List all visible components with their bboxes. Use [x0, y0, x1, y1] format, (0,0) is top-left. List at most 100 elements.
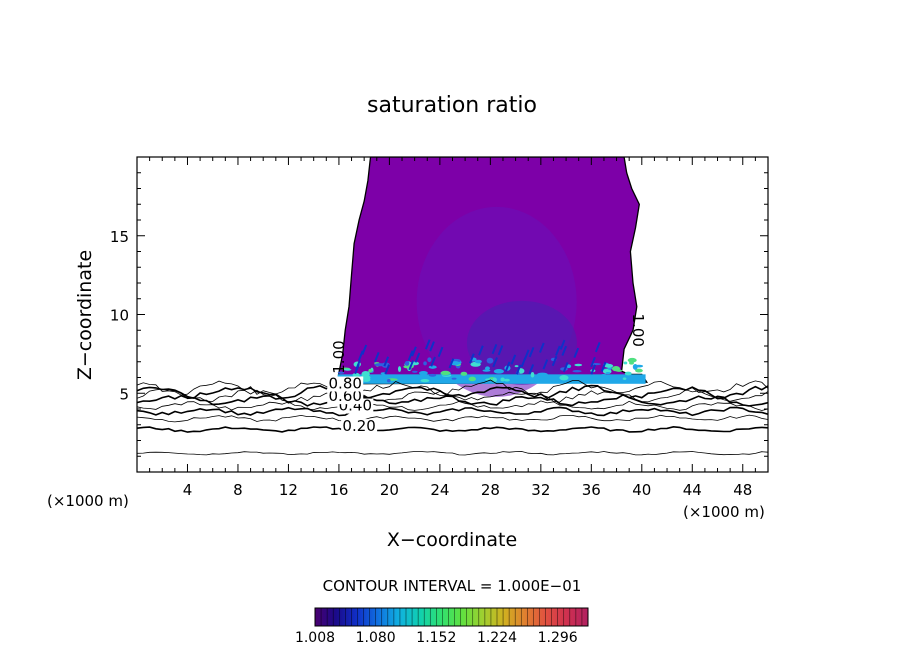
- cloud-base-cell: [368, 368, 372, 373]
- x-axis: 4 8 12 16 20 24 28 32 36 40 44 48: [149, 157, 756, 499]
- cloud-base-cell: [412, 370, 418, 373]
- y-tick-label: 5: [119, 385, 129, 403]
- cloud-base-cell: [574, 363, 583, 367]
- cloud-streak: [361, 344, 368, 355]
- cloud-streak: [469, 353, 475, 364]
- cloud-base-cell: [403, 365, 414, 369]
- cloud-streak: [358, 350, 364, 361]
- chart-title: saturation ratio: [367, 93, 537, 118]
- cloud-streak: [555, 345, 561, 356]
- cloud-base-cell: [451, 377, 457, 380]
- y-axis-label: Z−coordinate: [74, 250, 96, 380]
- x-axis-label: X−coordinate: [387, 529, 517, 551]
- cloud-streak: [408, 360, 415, 371]
- x-tick-label: 36: [582, 481, 601, 499]
- x-unit-right: (×1000 m): [683, 503, 765, 521]
- cloud-streak: [497, 345, 504, 356]
- contour-label-text: 0.60: [329, 387, 362, 405]
- contour-label-4: 1.00: [330, 340, 348, 373]
- cloud-streak: [491, 343, 498, 355]
- colorbar-tick-label: 1.296: [538, 630, 578, 646]
- contour-line-0.5: [137, 400, 768, 411]
- cloud-streak: [384, 364, 391, 375]
- x-tick-label: 40: [632, 481, 651, 499]
- cloud-streak: [430, 356, 436, 367]
- x-tick-label: 28: [481, 481, 500, 499]
- cloud-streak: [429, 341, 435, 352]
- cloud-region: [336, 157, 648, 397]
- contour-line-0.4: [137, 406, 768, 417]
- cloud-base-cell: [468, 376, 476, 382]
- cloud-base-cell: [404, 360, 410, 366]
- cloud-base-cell: [482, 369, 491, 372]
- cloud-base-cell: [386, 378, 391, 383]
- cloud-streak: [528, 347, 535, 358]
- contour-label-0: 0.20: [341, 417, 378, 435]
- cloud-base-cell: [427, 357, 432, 363]
- x-tick-label: 4: [183, 481, 193, 499]
- y-tick-label: 15: [110, 228, 129, 246]
- cloud-streak: [528, 364, 535, 375]
- cloud-streak: [510, 354, 517, 365]
- contour-label-5: 1.00: [629, 314, 647, 347]
- cloud-base-cell: [622, 377, 627, 380]
- cloud-base-cell: [474, 359, 482, 364]
- cloud-streak: [407, 350, 414, 361]
- colorbar-fill: [314, 607, 589, 627]
- cloud-base-cell: [428, 365, 437, 369]
- cloud-base-cell: [566, 364, 572, 369]
- cloud-streak: [354, 363, 360, 375]
- contour-label-2: 0.60: [327, 387, 364, 405]
- cloud-base-cell: [423, 361, 427, 366]
- x-tick-label: 12: [279, 481, 298, 499]
- cloud-base-cell: [629, 361, 634, 365]
- cloud-base-cell: [615, 369, 623, 372]
- cloud-base-cell: [503, 378, 510, 382]
- colorbar: 1.008 1.080 1.152 1.224 1.296: [295, 607, 589, 646]
- contour-line-0.1: [137, 451, 768, 456]
- contour-labels: 0.200.400.600.801.001.00: [327, 314, 647, 435]
- cloud-base-cell: [352, 372, 360, 378]
- colorbar-tick-label: 1.080: [356, 630, 396, 646]
- cloud-base-cell: [492, 377, 497, 383]
- contour-line-0.3: [137, 414, 768, 423]
- cloud-streak: [504, 361, 511, 372]
- cloud-streak: [448, 358, 455, 369]
- cloud-streak: [561, 345, 568, 356]
- cloud-base-cell: [361, 370, 370, 377]
- cloud-base-cell: [551, 378, 556, 383]
- cloud-streak: [590, 356, 596, 368]
- cloud-streak: [383, 356, 390, 367]
- cloud-base-cell: [493, 369, 504, 374]
- cloud-base-cell: [460, 371, 468, 376]
- x-tick-label: 16: [329, 481, 348, 499]
- cloud-streak: [523, 349, 530, 360]
- cloud-streak: [414, 352, 421, 363]
- cloud-base-cell: [418, 371, 428, 376]
- cloud-base-cell: [397, 366, 402, 372]
- cloud-streak: [542, 359, 549, 370]
- y-axis: 5 10 15: [110, 172, 768, 457]
- cloud-streak: [600, 361, 607, 372]
- cloud-streak: [590, 364, 597, 375]
- x-tick-label: 44: [683, 481, 702, 499]
- contour-line-0.2: [137, 425, 768, 433]
- cloud-base-cell: [623, 361, 628, 365]
- cloud-base-cell: [536, 372, 548, 377]
- cloud-base-cell: [374, 363, 385, 367]
- cloud-base-cell: [337, 371, 345, 374]
- cloud-base-cell: [484, 366, 490, 371]
- cloud-streak: [539, 342, 545, 353]
- x-unit-left: (×1000 m): [47, 492, 129, 510]
- cloud-base-cell: [420, 379, 430, 383]
- x-tick-label: 48: [733, 481, 752, 499]
- cloud-streak: [559, 339, 566, 350]
- x-tick-label: 32: [531, 481, 550, 499]
- cloud-base-cell: [514, 365, 519, 368]
- cloud-streak: [492, 357, 498, 368]
- cloud-streak: [437, 346, 444, 357]
- cloud-streak: [373, 352, 380, 363]
- x-tick-label: 8: [233, 481, 243, 499]
- cloud-base-cell: [440, 370, 451, 376]
